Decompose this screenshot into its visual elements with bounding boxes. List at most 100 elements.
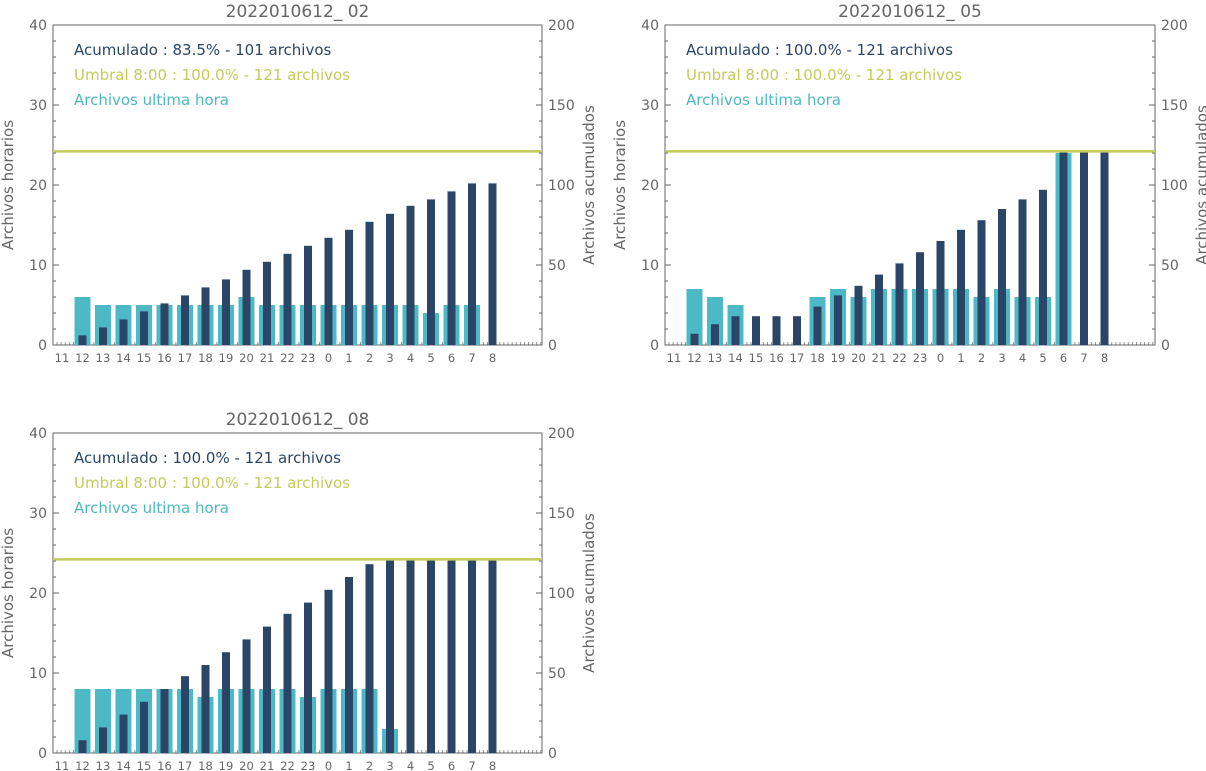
x-tick-label: 6 — [1060, 351, 1067, 365]
x-tick-label: 22 — [280, 759, 295, 771]
x-tick-label: 11 — [667, 351, 682, 365]
x-tick-label: 15 — [137, 759, 152, 771]
cumulative-bar — [99, 327, 107, 345]
cumulative-bar — [345, 229, 353, 345]
legend-entry: Archivos ultima hora — [74, 91, 229, 109]
cumulative-bar — [406, 559, 415, 753]
right-tick-label: 150 — [548, 98, 575, 114]
left-tick-label: 0 — [38, 746, 47, 762]
cumulative-bar — [222, 652, 230, 753]
left-axis-label: Archivos horarios — [0, 120, 17, 250]
x-tick-label: 5 — [427, 759, 434, 771]
x-tick-label: 2 — [366, 759, 373, 771]
cumulative-bar — [854, 285, 863, 345]
x-tick-label: 17 — [790, 351, 805, 365]
left-tick-label: 10 — [641, 258, 659, 274]
cumulative-bar — [365, 221, 374, 345]
cumulative-bar — [936, 241, 945, 345]
cumulative-bar — [140, 701, 148, 753]
x-tick-label: 23 — [301, 351, 316, 365]
x-tick-label: 0 — [325, 759, 332, 771]
left-tick-label: 40 — [29, 426, 47, 442]
legend-entry: Acumulado : 83.5% - 101 archivos — [74, 41, 332, 59]
x-tick-label: 20 — [239, 351, 254, 365]
cumulative-bar — [386, 559, 394, 753]
cumulative-bar — [304, 602, 312, 753]
cumulative-bar — [242, 639, 251, 753]
cumulative-bar — [772, 316, 781, 345]
x-tick-label: 3 — [386, 759, 393, 771]
cumulative-bar — [1018, 199, 1027, 345]
cumulative-bar — [140, 311, 148, 345]
right-tick-label: 50 — [548, 666, 566, 682]
right-axis-label: Archivos acumulados — [1193, 105, 1206, 265]
right-tick-label: 200 — [548, 18, 575, 34]
right-tick-label: 100 — [1161, 178, 1188, 194]
right-tick-label: 50 — [548, 258, 566, 274]
left-axis-label: Archivos horarios — [611, 120, 629, 250]
right-tick-label: 100 — [548, 586, 575, 602]
cumulative-bar — [916, 252, 924, 345]
cumulative-bar — [78, 740, 87, 753]
left-tick-label: 20 — [29, 178, 47, 194]
x-tick-label: 18 — [810, 351, 825, 365]
left-tick-label: 30 — [29, 506, 47, 522]
cumulative-bar — [1059, 151, 1068, 345]
left-tick-label: 0 — [38, 338, 47, 354]
legend-entry: Umbral 8:00 : 100.0% - 121 archivos — [74, 66, 350, 84]
x-tick-label: 13 — [96, 351, 111, 365]
cumulative-bar — [160, 689, 169, 753]
cumulative-bar — [690, 333, 699, 345]
chart-panel: 2022010612_ 08010203040050100150200Archi… — [0, 410, 598, 771]
x-tick-label: 3 — [998, 351, 1005, 365]
cumulative-bar — [447, 191, 456, 345]
x-tick-label: 12 — [75, 351, 90, 365]
left-tick-label: 0 — [650, 338, 659, 354]
x-tick-label: 12 — [687, 351, 702, 365]
legend-entry: Acumulado : 100.0% - 121 archivos — [686, 41, 953, 59]
x-tick-label: 6 — [448, 759, 455, 771]
x-tick-label: 15 — [137, 351, 152, 365]
x-tick-label: 2 — [366, 351, 373, 365]
cumulative-bar — [99, 727, 107, 753]
x-tick-label: 16 — [157, 759, 172, 771]
left-axis-label: Archivos horarios — [0, 528, 17, 658]
left-tick-label: 40 — [29, 18, 47, 34]
x-tick-label: 23 — [301, 759, 316, 771]
cumulative-bar — [201, 665, 210, 753]
cumulative-bar — [242, 269, 251, 345]
cumulative-bar — [427, 199, 435, 345]
x-tick-label: 22 — [280, 351, 295, 365]
x-tick-label: 14 — [116, 759, 131, 771]
left-tick-label: 30 — [641, 98, 659, 114]
x-tick-label: 12 — [75, 759, 90, 771]
x-tick-label: 22 — [892, 351, 907, 365]
cumulative-bar — [324, 237, 333, 345]
cumulative-bar — [263, 261, 271, 345]
chart-title: 2022010612_ 08 — [226, 410, 370, 430]
x-tick-label: 21 — [872, 351, 887, 365]
left-tick-label: 10 — [29, 666, 47, 682]
left-tick-label: 20 — [29, 586, 47, 602]
x-tick-label: 5 — [1039, 351, 1046, 365]
x-tick-label: 14 — [116, 351, 131, 365]
cumulative-bar — [345, 577, 353, 753]
x-tick-label: 20 — [851, 351, 866, 365]
x-tick-label: 18 — [198, 351, 213, 365]
x-tick-label: 4 — [407, 351, 414, 365]
cumulative-bar — [752, 316, 760, 345]
x-tick-label: 0 — [325, 351, 332, 365]
hourly-bar — [74, 297, 91, 345]
x-tick-label: 2 — [978, 351, 985, 365]
cumulative-bar — [813, 306, 822, 345]
cumulative-bar — [406, 205, 415, 345]
x-tick-label: 17 — [178, 759, 193, 771]
x-tick-label: 5 — [427, 351, 434, 365]
x-tick-label: 11 — [55, 759, 70, 771]
x-tick-label: 21 — [260, 759, 275, 771]
right-tick-label: 150 — [1161, 98, 1188, 114]
x-tick-label: 3 — [386, 351, 393, 365]
right-tick-label: 0 — [1161, 338, 1170, 354]
cumulative-bar — [119, 714, 128, 753]
